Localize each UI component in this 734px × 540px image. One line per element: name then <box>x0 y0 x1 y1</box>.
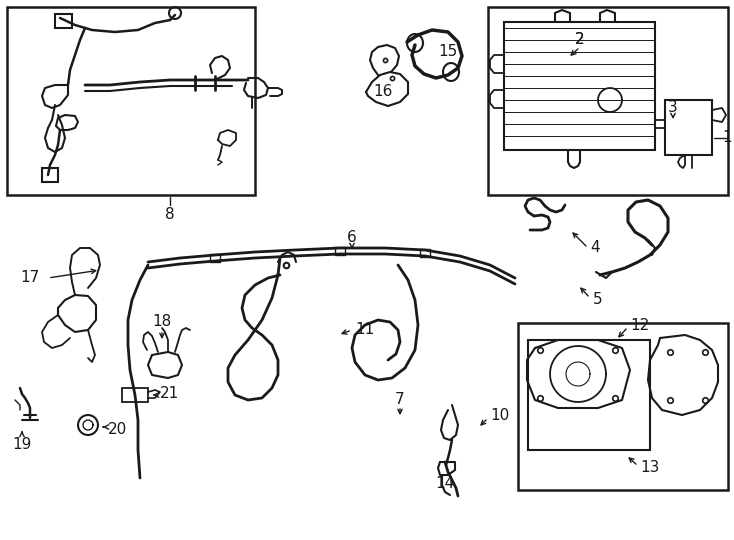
Text: 16: 16 <box>374 84 393 99</box>
Text: 13: 13 <box>640 461 659 476</box>
Text: 7: 7 <box>395 393 405 408</box>
Text: 2: 2 <box>575 32 585 48</box>
Text: 17: 17 <box>21 271 40 286</box>
Text: 6: 6 <box>347 231 357 246</box>
Text: 8: 8 <box>165 207 175 222</box>
Text: 2: 2 <box>575 32 585 48</box>
Text: 15: 15 <box>438 44 457 59</box>
Text: 10: 10 <box>490 408 509 422</box>
Text: 20: 20 <box>108 422 127 437</box>
Text: 18: 18 <box>153 314 172 329</box>
Text: 12: 12 <box>630 318 650 333</box>
Text: 19: 19 <box>12 437 32 452</box>
Text: 4: 4 <box>590 240 600 255</box>
Text: 14: 14 <box>435 476 454 491</box>
Text: 21: 21 <box>160 386 179 401</box>
Text: 1: 1 <box>722 131 732 145</box>
Text: 5: 5 <box>593 293 603 307</box>
Text: 11: 11 <box>355 322 374 338</box>
Text: 3: 3 <box>668 100 678 116</box>
